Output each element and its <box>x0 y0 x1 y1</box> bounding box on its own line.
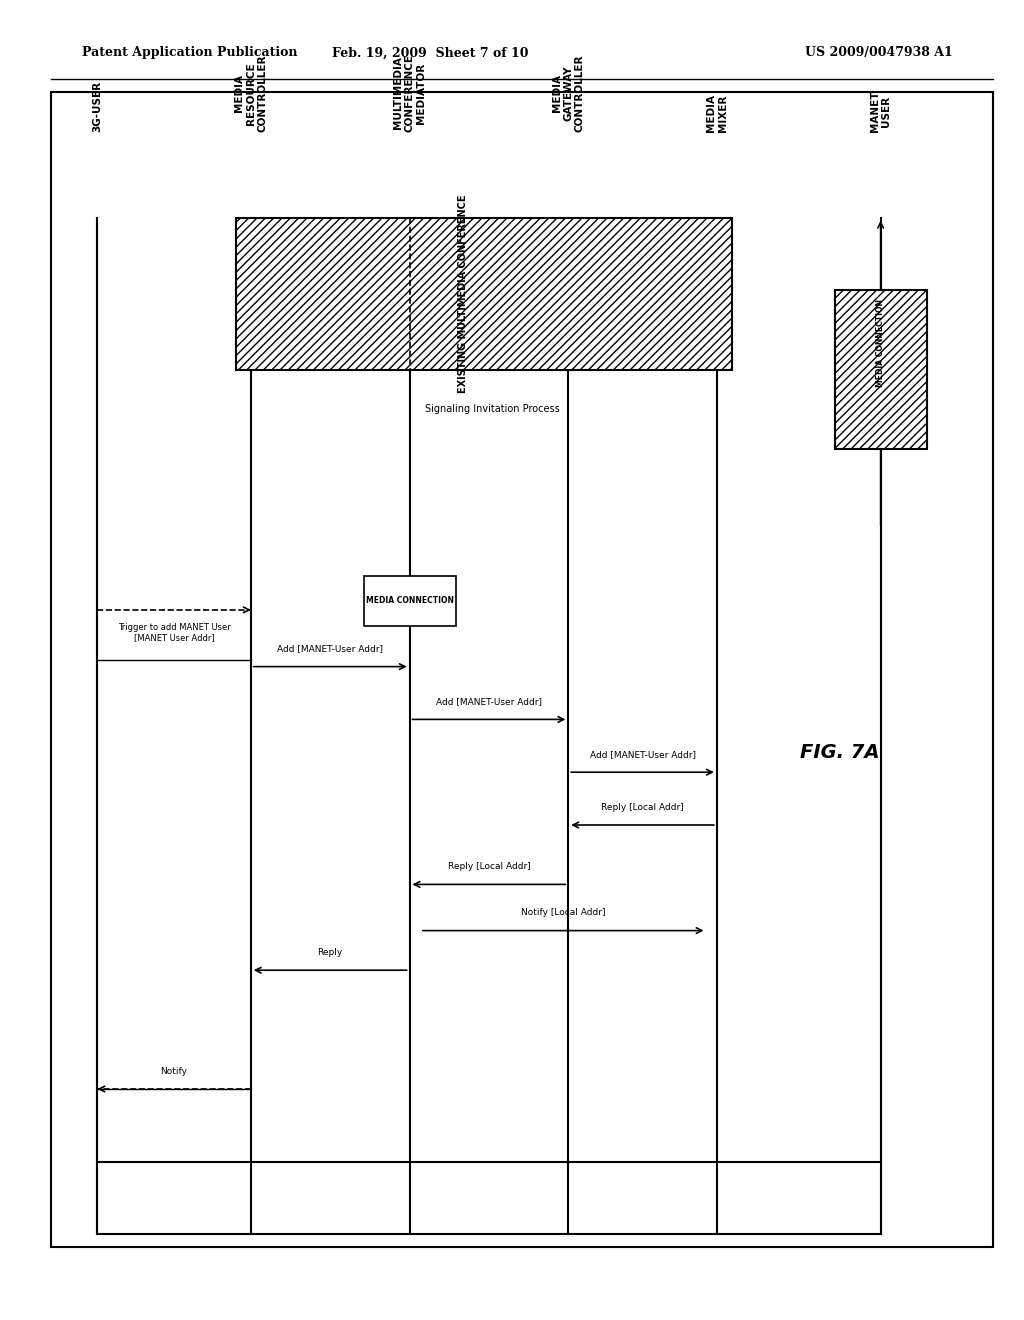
Text: Reply [Local Addr]: Reply [Local Addr] <box>447 862 530 871</box>
Text: MEDIA CONNECTION: MEDIA CONNECTION <box>877 300 885 387</box>
Bar <box>835 290 927 449</box>
Text: MEDIA
MIXER: MEDIA MIXER <box>706 94 728 132</box>
Text: Notify: Notify <box>161 1067 187 1076</box>
Text: EXISTING MULTIMEDIA CONFERENCE: EXISTING MULTIMEDIA CONFERENCE <box>459 194 468 393</box>
Text: MEDIA
GATEWAY
CONTROLLER: MEDIA GATEWAY CONTROLLER <box>552 54 585 132</box>
Text: Signaling Invitation Process: Signaling Invitation Process <box>425 404 560 414</box>
Text: MEDIA
RESOURCE
CONTROLLER: MEDIA RESOURCE CONTROLLER <box>234 54 267 132</box>
Text: Feb. 19, 2009  Sheet 7 of 10: Feb. 19, 2009 Sheet 7 of 10 <box>332 46 528 59</box>
Text: Add [MANET-User Addr]: Add [MANET-User Addr] <box>590 750 695 759</box>
Text: MULTIMEDIA
CONFERENCE
MEDIATOR: MULTIMEDIA CONFERENCE MEDIATOR <box>393 54 426 132</box>
Bar <box>236 218 732 370</box>
Text: Trigger to add MANET User
[MANET User Addr]: Trigger to add MANET User [MANET User Ad… <box>118 623 230 643</box>
Text: FIG. 7A: FIG. 7A <box>800 743 880 762</box>
Text: Notify [Local Addr]: Notify [Local Addr] <box>521 908 605 917</box>
Bar <box>51 92 993 1247</box>
Text: Patent Application Publication: Patent Application Publication <box>82 46 297 59</box>
Text: 3G-USER: 3G-USER <box>92 81 102 132</box>
Text: US 2009/0047938 A1: US 2009/0047938 A1 <box>805 46 952 59</box>
Text: Add [MANET-User Addr]: Add [MANET-User Addr] <box>278 644 383 653</box>
Bar <box>364 576 456 626</box>
Text: MEDIA CONNECTION: MEDIA CONNECTION <box>366 597 454 605</box>
Text: MANET
USER: MANET USER <box>869 91 892 132</box>
Text: Reply: Reply <box>317 948 343 957</box>
Text: Add [MANET-User Addr]: Add [MANET-User Addr] <box>436 697 542 706</box>
Text: Reply [Local Addr]: Reply [Local Addr] <box>601 803 684 812</box>
